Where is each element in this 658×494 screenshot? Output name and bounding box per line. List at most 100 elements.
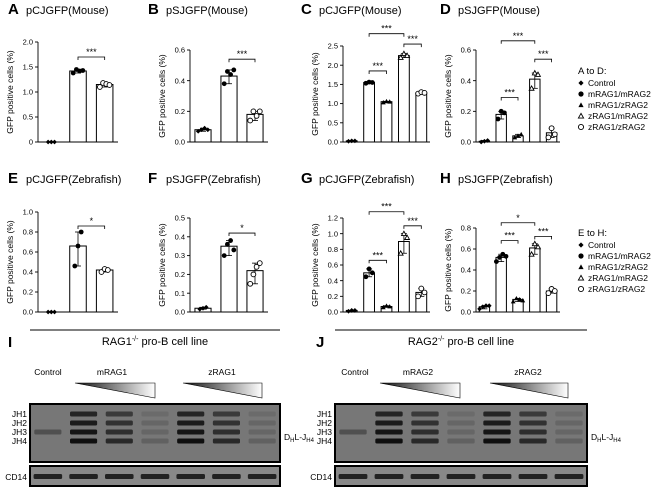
data-point	[369, 80, 375, 85]
panel-label: H	[440, 170, 451, 187]
data-point	[387, 304, 393, 309]
band-label: JH3	[12, 427, 27, 437]
significance-label: ***	[504, 231, 515, 241]
y-tick-label: 2.0	[328, 61, 338, 70]
lane-label: zRAG1	[208, 367, 236, 377]
legend-label: mRAG1/mRAG2	[588, 89, 651, 99]
data-point	[400, 50, 408, 57]
data-point	[534, 71, 542, 77]
gel-title-part: RAG1	[102, 336, 132, 348]
significance-bracket	[500, 97, 519, 101]
data-point	[228, 238, 234, 243]
data-point	[75, 243, 81, 249]
y-tick-label: 0.5	[175, 214, 185, 223]
gel-band	[177, 438, 205, 444]
gel-band	[70, 438, 98, 444]
significance-label: ***	[381, 24, 392, 34]
gel-band	[141, 411, 169, 417]
data-point	[250, 271, 257, 278]
gel-band	[375, 411, 403, 417]
gel-band	[411, 420, 439, 426]
data-point	[415, 293, 421, 300]
data-point	[380, 100, 386, 105]
panel-label: B	[148, 1, 159, 18]
gel-band	[248, 420, 276, 426]
data-point	[548, 125, 555, 132]
data-point	[352, 308, 358, 313]
data-point	[366, 266, 372, 272]
y-tick-label: 2.0	[23, 38, 33, 47]
data-point	[72, 263, 78, 269]
gel-band	[105, 420, 133, 426]
y-tick-label: 0.4	[461, 76, 471, 85]
significance-bracket	[403, 43, 422, 48]
loading-band	[518, 474, 548, 479]
data-point	[197, 306, 203, 312]
gel-band	[555, 420, 583, 426]
gel-band	[177, 411, 205, 417]
y-tick-label: 0.8	[461, 224, 471, 233]
bar	[415, 92, 428, 143]
data-point	[528, 250, 535, 257]
gel-band	[70, 411, 98, 417]
y-tick-label: 1.2	[328, 214, 338, 223]
y-tick-label: 0.0	[328, 138, 338, 147]
loading-label: CD14	[310, 472, 332, 482]
gel-band	[177, 420, 205, 426]
concentration-wedge	[182, 382, 263, 399]
legend-symbol	[577, 112, 585, 119]
lane-label: mRAG1	[97, 367, 128, 377]
legend-symbol	[577, 123, 585, 131]
bar	[495, 256, 507, 313]
lane-label: mRAG2	[403, 367, 434, 377]
panel-title: pCJGFP(Zebrafish)	[319, 174, 414, 186]
data-point	[545, 134, 552, 141]
bar	[529, 247, 541, 313]
significance-label: ***	[538, 49, 549, 59]
panel-title: pSJGFP(Zebrafish)	[458, 174, 553, 186]
gel-band	[212, 420, 240, 426]
product-label: DHL-JH4	[284, 432, 315, 444]
y-tick-label: 1.0	[23, 88, 33, 97]
gel-band	[411, 411, 439, 417]
loading-band	[176, 474, 205, 479]
y-tick-label: 0.5	[23, 113, 33, 122]
product-label: DHL-JH4	[591, 432, 622, 444]
y-tick-label: 0.6	[175, 46, 185, 55]
y-tick-label: 0.8	[23, 228, 33, 237]
gel-band	[483, 438, 511, 444]
gel-band	[483, 429, 511, 435]
data-point	[502, 110, 507, 116]
significance-bracket	[534, 58, 552, 63]
legend-label: zRAG1/zRAG2	[588, 122, 645, 132]
bar	[398, 55, 410, 143]
gel-band	[248, 411, 276, 417]
gel-band	[339, 429, 367, 435]
loading-band	[33, 474, 63, 479]
data-point	[520, 298, 526, 303]
data-point	[512, 135, 518, 140]
y-tick-label: 0.0	[461, 138, 471, 147]
data-point	[48, 139, 54, 145]
gel-band	[141, 438, 169, 444]
gel-band	[212, 411, 240, 417]
legends: A to D:ControlmRAG1/mRAG2mRAG1/zRAG2zRAG…	[577, 66, 651, 294]
y-axis-label: GFP positive cells (%)	[310, 52, 320, 136]
data-point	[203, 304, 209, 310]
data-point	[48, 309, 54, 315]
gel-band	[411, 438, 439, 444]
gel-band	[141, 420, 169, 426]
y-tick-label: 0.1	[175, 289, 185, 298]
significance-label: ***	[407, 34, 418, 44]
data-point	[80, 68, 86, 73]
significance-bracket	[534, 236, 552, 240]
data-point	[352, 138, 358, 144]
data-point	[52, 309, 57, 315]
significance-bracket	[77, 56, 106, 60]
y-tick-label: 0.8	[328, 245, 338, 254]
product-label-sub: H4	[613, 438, 621, 444]
gel-title-part: RAG2	[408, 336, 438, 348]
data-point	[247, 117, 254, 124]
legend-symbol	[578, 102, 584, 108]
